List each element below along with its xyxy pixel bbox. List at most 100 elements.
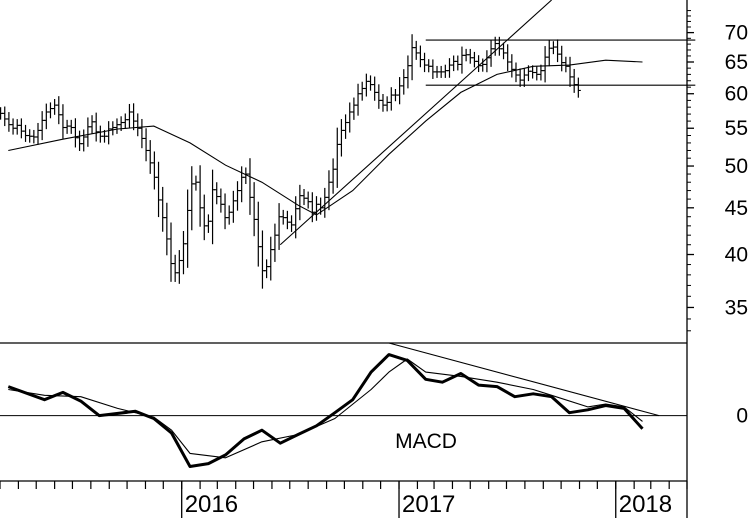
price-bar — [126, 103, 132, 129]
price-bar — [259, 230, 265, 289]
price-bar — [255, 201, 261, 267]
price-bar — [176, 250, 182, 284]
y-tick-label: 60 — [725, 83, 748, 106]
price-bar — [430, 59, 436, 79]
price-bar — [467, 48, 473, 64]
price-bar — [93, 112, 99, 142]
price-bar — [538, 64, 544, 81]
price-bar — [455, 55, 461, 71]
price-bar — [509, 54, 515, 78]
price-bar — [85, 117, 91, 147]
price-bar — [272, 223, 278, 262]
price-bar — [517, 68, 523, 87]
price-bar — [376, 84, 382, 109]
chart-frame — [0, 0, 688, 518]
price-bar — [72, 118, 78, 148]
price-bar — [297, 184, 303, 221]
x-year-label: 2018 — [619, 491, 672, 518]
price-bar — [347, 102, 353, 133]
price-bar — [334, 127, 340, 188]
macd-lines — [7, 342, 660, 468]
price-bar — [23, 124, 29, 142]
price-bar — [139, 118, 145, 149]
price-bar — [68, 119, 74, 134]
price-bars — [0, 34, 581, 289]
price-bar — [384, 96, 390, 112]
price-bar — [235, 181, 241, 211]
price-bar — [413, 40, 419, 60]
price-bar — [131, 103, 137, 131]
price-bar — [164, 202, 170, 256]
price-bar — [505, 44, 511, 72]
price-bar — [156, 161, 162, 218]
price-bar — [18, 118, 24, 139]
price-bar — [97, 125, 103, 143]
price-bar — [43, 103, 49, 130]
x-axis-ticks: 2016 2017 2018 — [0, 481, 688, 518]
price-bar — [289, 215, 295, 232]
price-bar — [226, 205, 232, 225]
price-bar — [52, 99, 58, 115]
price-bar — [388, 87, 394, 111]
price-bar — [143, 128, 149, 162]
price-bar — [172, 254, 178, 282]
price-bar — [351, 97, 357, 120]
price-bar — [368, 75, 374, 91]
macd-label: MACD — [395, 430, 457, 453]
price-bar — [534, 66, 540, 81]
price-bar — [359, 81, 365, 101]
price-bar — [10, 118, 16, 135]
price-bar — [575, 77, 581, 98]
price-bar — [47, 102, 53, 119]
price-bar — [6, 112, 12, 132]
price-bar — [442, 64, 448, 78]
price-trendline — [279, 0, 552, 246]
price-bar — [193, 175, 199, 191]
price-bar — [276, 203, 282, 250]
price-bar — [305, 191, 311, 209]
price-bar — [555, 39, 561, 63]
price-bar — [247, 158, 253, 215]
price-bar — [160, 186, 166, 232]
price-bar — [417, 45, 423, 68]
price-bar — [567, 56, 573, 87]
price-bar — [326, 170, 332, 211]
price-bar — [180, 231, 186, 275]
price-bar — [484, 50, 490, 73]
price-bar — [77, 130, 83, 151]
price-bar — [122, 113, 128, 129]
y-tick-label: 55 — [725, 117, 748, 140]
price-bar — [185, 189, 191, 268]
price-bar — [197, 165, 203, 227]
price-bar — [168, 222, 174, 282]
price-bar — [401, 69, 407, 95]
price-bar — [471, 51, 477, 68]
price-bar — [542, 46, 548, 83]
price-bar — [343, 114, 349, 139]
price-bar — [313, 196, 319, 221]
price-bar — [563, 56, 569, 73]
price-bar — [218, 188, 224, 213]
price-bar — [268, 236, 274, 281]
price-bar — [513, 62, 519, 83]
price-bar — [135, 113, 141, 137]
price-bar — [110, 121, 116, 136]
price-bar — [301, 188, 307, 206]
price-bar — [284, 210, 290, 230]
price-bar — [189, 166, 195, 231]
price-bar — [35, 122, 41, 145]
price-bar — [451, 55, 457, 72]
price-bar — [571, 68, 577, 93]
price-bar — [230, 190, 236, 223]
price-bar — [397, 77, 403, 105]
price-bar — [214, 182, 220, 205]
price-bar — [330, 158, 336, 194]
y-tick-label: 40 — [725, 244, 748, 267]
macd-line — [7, 353, 644, 468]
price-bar — [210, 169, 216, 245]
price-bar — [14, 119, 20, 135]
price-bar — [446, 58, 452, 78]
x-year-label: 2017 — [402, 491, 455, 518]
price-bar — [380, 93, 386, 112]
price-bar — [39, 111, 45, 141]
